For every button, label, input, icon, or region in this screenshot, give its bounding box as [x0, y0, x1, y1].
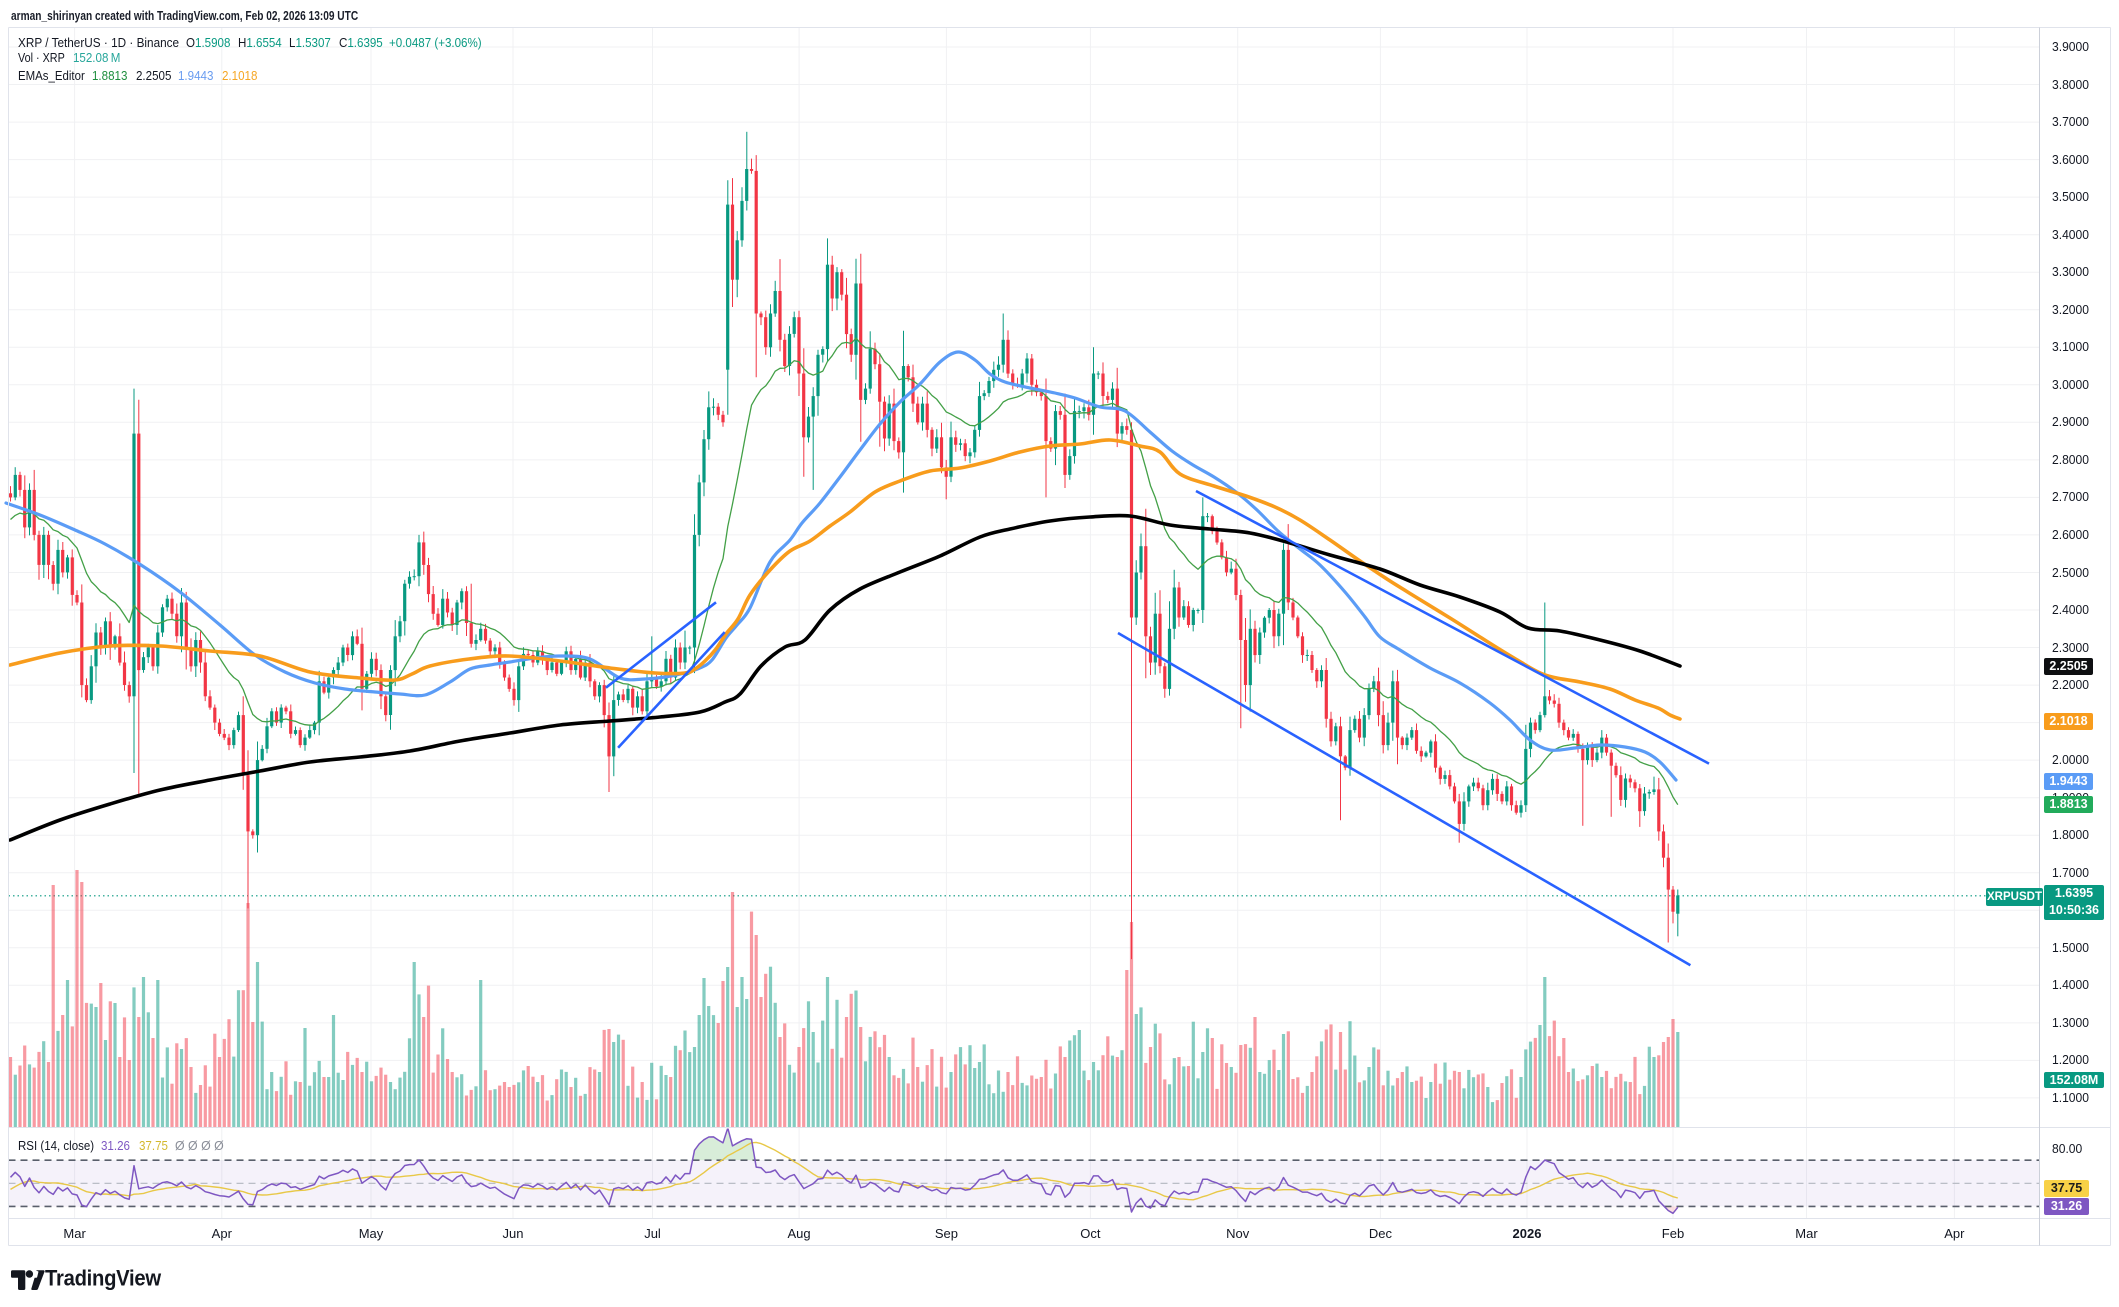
svg-text:TradingView: TradingView: [45, 1267, 162, 1291]
